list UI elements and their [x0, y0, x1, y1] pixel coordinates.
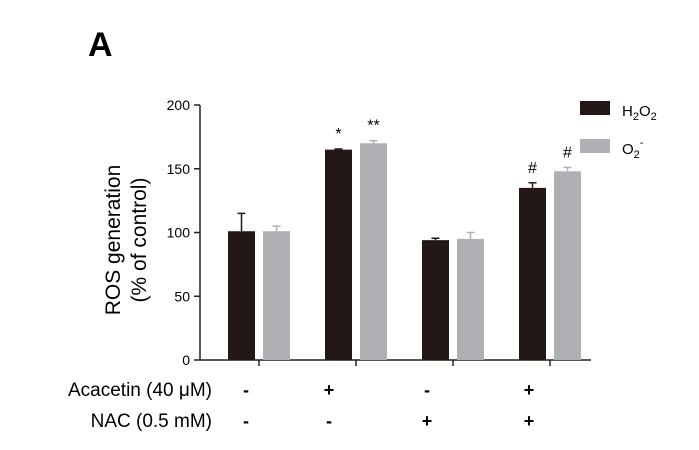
- treatment-value: -: [243, 411, 249, 431]
- treatment-label: NAC (0.5 mM): [91, 411, 212, 432]
- legend-swatch-h2o2: [580, 101, 610, 115]
- bar: [325, 149, 352, 360]
- significance-mark: *: [335, 126, 341, 143]
- significance-annotations: * # ** #: [335, 118, 572, 177]
- bar-series: [228, 139, 581, 360]
- bar: [457, 238, 484, 360]
- bar: [554, 171, 581, 360]
- treatment-value: +: [524, 411, 535, 431]
- legend-swatch-o2: [580, 139, 610, 153]
- bar: [360, 143, 387, 360]
- significance-mark: #: [563, 144, 572, 161]
- treatment-table: Acacetin (40 μM) - + - + NAC (0.5 mM) - - + +: [68, 380, 534, 432]
- treatment-value: +: [324, 380, 335, 400]
- bar: [422, 240, 449, 360]
- y-tick-label: 100: [167, 225, 191, 241]
- legend: H2O2 O2-: [580, 101, 657, 161]
- treatment-value: -: [424, 380, 430, 400]
- y-tick-label: 150: [167, 161, 191, 177]
- treatment-label: Acacetin (40 μM): [68, 380, 212, 401]
- y-tick-label: 200: [167, 97, 191, 113]
- y-axis-title: ROS generation (% of control): [102, 165, 151, 316]
- bar: [519, 187, 546, 360]
- treatment-value: -: [326, 411, 332, 431]
- panel-label: A: [88, 26, 113, 64]
- y-tick-label: 50: [174, 288, 190, 304]
- bar: [263, 231, 290, 360]
- y-axis-title-line1: ROS generation: [102, 165, 125, 316]
- legend-label-o2: O2-: [622, 137, 644, 161]
- treatment-value: -: [243, 380, 249, 400]
- treatment-value: +: [524, 380, 535, 400]
- significance-mark: #: [528, 160, 537, 177]
- bar: [228, 231, 255, 360]
- treatment-value: +: [422, 411, 433, 431]
- significance-mark: **: [367, 118, 379, 135]
- legend-label-h2o2: H2O2: [622, 103, 657, 123]
- y-tick-label: 0: [182, 352, 190, 368]
- y-axis-title-line2: (% of control): [128, 178, 151, 303]
